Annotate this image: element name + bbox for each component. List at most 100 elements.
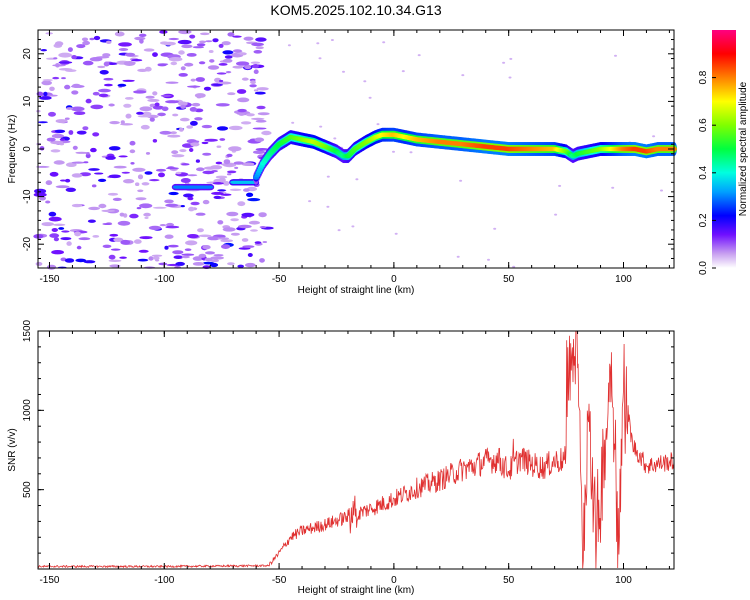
spectrogram-noise-cell bbox=[39, 146, 45, 151]
spectrogram-noise-cell bbox=[141, 111, 152, 117]
colorbar-ticks: 0.0 0.2 0.4 0.6 0.8 bbox=[698, 70, 716, 275]
spectrogram-noise-cell bbox=[330, 39, 334, 41]
spectrogram-noise-cell bbox=[46, 137, 56, 142]
spectrogram-noise-cell bbox=[102, 244, 112, 248]
spectrogram-noise-cell bbox=[237, 201, 246, 207]
spectrogram-noise-cell bbox=[487, 258, 490, 261]
spectrogram-noise-cell bbox=[180, 205, 185, 208]
spectrogram-noise-cell bbox=[190, 120, 198, 126]
spectrogram-noise-cell bbox=[219, 79, 224, 83]
spectrogram-noise-cell bbox=[123, 61, 136, 66]
spectrogram-noise-cell bbox=[139, 106, 153, 112]
spectrogram-noise-cell bbox=[251, 42, 264, 47]
spectrogram-noise-cell bbox=[53, 237, 60, 242]
spectrogram-noise-cell bbox=[178, 73, 188, 77]
spectrogram-noise-cell bbox=[54, 129, 66, 133]
spectrogram-noise-cell bbox=[196, 43, 206, 47]
spectrogram-noise-cell bbox=[97, 65, 106, 69]
spectrogram-noise-cell bbox=[139, 236, 153, 240]
spectrogram-noise-cell bbox=[249, 84, 257, 88]
spectrogram-noise-cell bbox=[108, 146, 121, 151]
spectrogram-noise-cell bbox=[102, 53, 111, 58]
spectrogram-noise-cell bbox=[394, 232, 398, 235]
spectrogram-noise-cell bbox=[43, 91, 48, 97]
spectrogram-noise-cell bbox=[220, 163, 234, 166]
spectrogram-noise-cell bbox=[113, 165, 127, 169]
spectrogram-noise-cell bbox=[253, 150, 266, 154]
spectrogram-noise-cell bbox=[512, 265, 516, 268]
spectrogram-noise-cell bbox=[202, 170, 215, 175]
spectrogram-noise-cell bbox=[129, 140, 136, 146]
spectrogram-noise-cell bbox=[459, 179, 463, 182]
spectrogram-noise-cell bbox=[109, 121, 120, 125]
spectrogram-noise-cell bbox=[152, 52, 158, 57]
x-tick-label: -100 bbox=[154, 274, 174, 285]
spectrogram-noise-cell bbox=[157, 63, 167, 67]
snr-x-ticks: -150 -100 -50 0 50 100 bbox=[39, 331, 670, 586]
spectrogram-noise-cell bbox=[141, 182, 150, 186]
spectrogram-noise-cell bbox=[175, 171, 182, 175]
snr-plot-area bbox=[38, 331, 674, 569]
colorbar-gradient bbox=[712, 30, 736, 268]
spectrogram-noise-cell bbox=[133, 239, 142, 244]
spectrogram-noise-cell bbox=[255, 46, 264, 50]
spectrogram-noise-cell bbox=[92, 132, 100, 137]
spectrogram-noise-cell bbox=[123, 179, 135, 184]
spectrogram-noise-cell bbox=[144, 216, 149, 219]
spectrogram-noise-cell bbox=[256, 105, 266, 110]
spectrogram-noise-cell bbox=[61, 230, 70, 233]
x-tick-label: 100 bbox=[615, 274, 632, 285]
spectrogram-noise-cell bbox=[58, 61, 73, 64]
colorbar-tick-label: 0.2 bbox=[698, 213, 709, 227]
spectrogram-noise-cell bbox=[51, 228, 58, 232]
spectrogram-noise-cell bbox=[227, 262, 235, 266]
spectrogram-noise-cell bbox=[72, 145, 78, 150]
spectrogram-noise-cell bbox=[197, 228, 204, 233]
spectrogram-noise-cell bbox=[117, 220, 131, 226]
spectrogram-noise-cell bbox=[165, 225, 180, 229]
spectrogram-noise-cell bbox=[227, 32, 235, 37]
spectrogram-noise-cell bbox=[155, 168, 167, 172]
spectrogram-noise-cell bbox=[227, 170, 237, 174]
spectrogram-noise-cell bbox=[172, 250, 184, 255]
colorbar-tick-label: 0.6 bbox=[698, 118, 709, 132]
spectrogram-noise-cell bbox=[186, 125, 194, 129]
spectrogram-noise-cell bbox=[172, 113, 179, 117]
spectrogram-noise-cell bbox=[238, 112, 245, 116]
spectrogram-noise-cell bbox=[195, 77, 205, 82]
spectrogram-noise-cell bbox=[253, 89, 259, 92]
spectrogram-noise-cell bbox=[129, 213, 139, 219]
spectrogram-noise-cell bbox=[99, 70, 109, 75]
spectrogram-noise-cell bbox=[71, 55, 77, 60]
spectrogram-noise-cell bbox=[199, 40, 206, 44]
spectrogram-noise-cell bbox=[181, 163, 190, 166]
spectrogram-noise-cell bbox=[137, 258, 149, 262]
spectrogram-noise-cell bbox=[201, 124, 213, 129]
spectrogram-noise-cell bbox=[326, 205, 330, 208]
spectrogram-noise-cell bbox=[212, 38, 219, 43]
spectrogram-noise-cell bbox=[152, 91, 158, 96]
spectrogram-noise-cell bbox=[186, 139, 197, 144]
spectrogram-noise-cell bbox=[252, 127, 267, 130]
spectrogram-noise-cell bbox=[137, 68, 148, 72]
snr-series-line bbox=[37, 330, 675, 569]
spectrogram-noise-cell bbox=[168, 191, 179, 196]
spectrogram-noise-cell bbox=[173, 255, 184, 259]
spectrogram-noise-cell bbox=[98, 178, 107, 182]
spectrogram-noise-cell bbox=[148, 225, 162, 230]
colorbar-tick-label: 0.0 bbox=[698, 261, 709, 275]
spectrogram-noise-cell bbox=[105, 155, 116, 160]
spectrogram-noise-cell bbox=[401, 70, 405, 73]
spectrogram-noise-cell bbox=[65, 107, 74, 110]
spectrogram-noise-cell bbox=[140, 124, 150, 130]
spectrogram-noise-cell bbox=[205, 40, 213, 43]
spectrogram-noise-cell bbox=[259, 226, 267, 229]
spectrogram-noise-cell bbox=[110, 248, 121, 251]
spectrogram-noise-cell bbox=[245, 262, 256, 268]
spectrogram-noise-cell bbox=[208, 50, 214, 53]
spectrogram-noise-cell bbox=[136, 111, 144, 115]
spectrogram-noise-cell bbox=[184, 62, 194, 67]
spectrogram-noise-cell bbox=[614, 54, 617, 57]
spectrogram-noise-cell bbox=[185, 240, 198, 246]
